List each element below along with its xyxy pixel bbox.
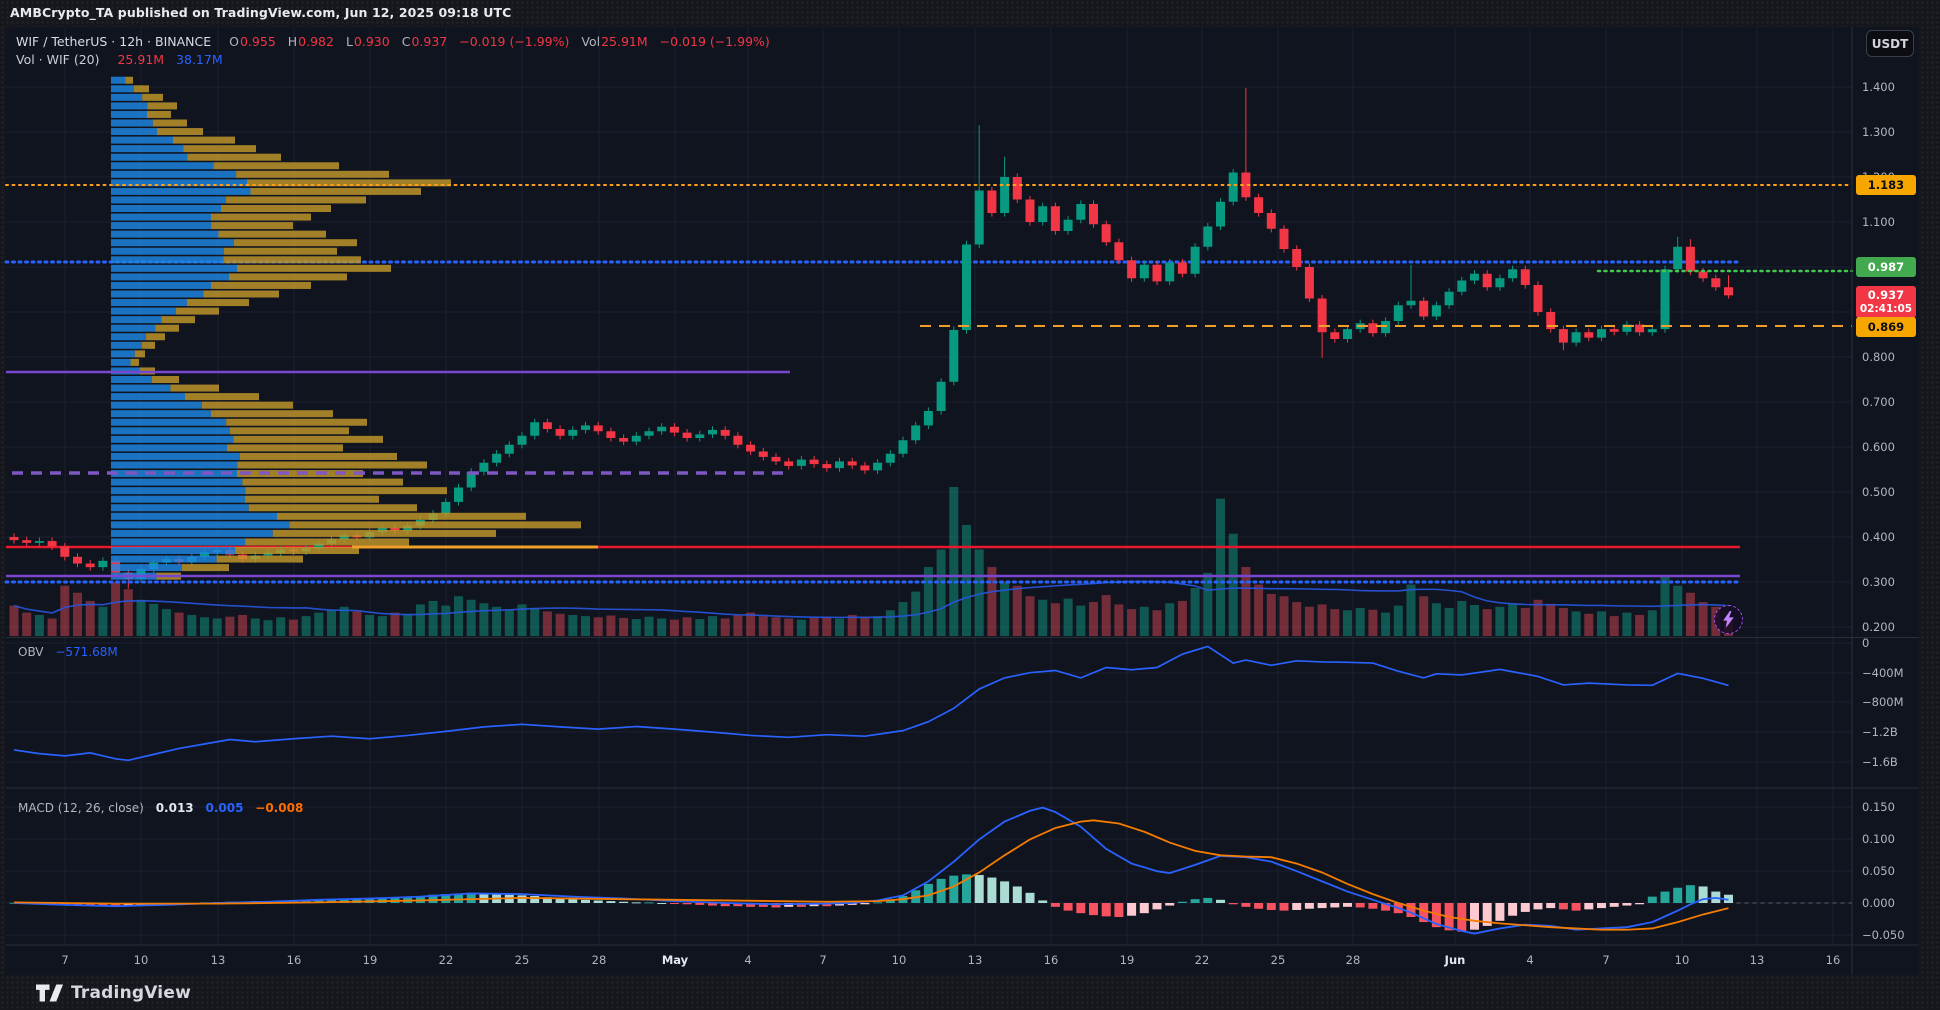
time-tick-label: 10 — [891, 953, 907, 967]
vol-current: 25.91M — [117, 52, 165, 67]
macd-signal-value: −0.008 — [255, 801, 304, 815]
tradingview-logo-text: TradingView — [71, 983, 191, 1003]
time-tick-label: 22 — [438, 953, 454, 967]
volume-value: 25.91M — [601, 34, 648, 49]
countdown-timer: 02:41:05 — [1859, 303, 1913, 315]
currency-toggle-button[interactable]: USDT — [1866, 30, 1914, 57]
vol-ma: 38.17M — [176, 52, 223, 67]
axis-tick-label: 0.000 — [1862, 896, 1895, 910]
time-tick-label: 28 — [591, 953, 607, 967]
axis-tick-label: −1.6B — [1862, 755, 1898, 769]
volume-indicator-legend[interactable]: Vol · WIF (20) 25.91M 38.17M — [16, 52, 223, 67]
time-tick-label: 16 — [286, 953, 302, 967]
symbol-title: WIF / TetherUS · 12h · BINANCE — [16, 34, 212, 49]
tradingview-mark-icon — [36, 984, 63, 1002]
high-value: 0.982 — [298, 34, 334, 49]
axis-tick-label: 0 — [1862, 636, 1870, 650]
close-value: 0.937 — [411, 34, 448, 49]
published-info: AMBCrypto_TA published on TradingView.co… — [10, 5, 512, 20]
obv-value: −571.68M — [55, 645, 118, 659]
close-label: C — [401, 34, 411, 49]
time-tick-label: 25 — [514, 953, 530, 967]
open-value: 0.955 — [239, 34, 276, 49]
symbol-legend[interactable]: WIF / TetherUS · 12h · BINANCE O0.955 H0… — [16, 34, 770, 49]
axis-tick-label: 1.100 — [1862, 215, 1895, 229]
price-level-badge: 0.937 02:41:05 — [1856, 286, 1916, 318]
axis-tick-label: 0.300 — [1862, 575, 1895, 589]
high-label: H — [287, 34, 298, 49]
axis-tick-label: 0.700 — [1862, 395, 1895, 409]
axis-tick-label: 0.150 — [1862, 800, 1895, 814]
macd-legend[interactable]: MACD (12, 26, close) 0.013 0.005 −0.008 — [18, 801, 303, 815]
axis-tick-label: 0.100 — [1862, 832, 1895, 846]
lightning-icon — [1723, 611, 1734, 628]
time-tick-label: 7 — [61, 953, 69, 967]
time-tick-label: 22 — [1194, 953, 1210, 967]
volume-label: Vol — [581, 34, 601, 49]
price-level-badge: 0.987 — [1856, 257, 1916, 277]
axis-tick-label: 1.300 — [1862, 125, 1895, 139]
obv-legend[interactable]: OBV −571.68M — [18, 645, 118, 659]
time-tick-label: 7 — [819, 953, 827, 967]
time-tick-label: 10 — [133, 953, 149, 967]
macd-label: MACD (12, 26, close) — [18, 801, 144, 815]
change-value: −0.019 (−1.99%) — [459, 34, 570, 49]
time-tick-label: 28 — [1345, 953, 1361, 967]
time-tick-label: 10 — [1674, 953, 1690, 967]
time-tick-label: 7 — [1602, 953, 1610, 967]
time-tick-label: 16 — [1825, 953, 1841, 967]
axis-tick-label: 0.200 — [1862, 620, 1895, 634]
time-tick-label: Jun — [1444, 953, 1466, 967]
axis-tick-label: 0.050 — [1862, 864, 1895, 878]
axis-tick-label: 0.600 — [1862, 440, 1895, 454]
axis-tick-label: −0.050 — [1862, 928, 1905, 942]
time-tick-label: 13 — [967, 953, 983, 967]
price-level-badge: 0.869 — [1856, 317, 1916, 337]
change-value-2: −0.019 (−1.99%) — [659, 34, 770, 49]
macd-line-value: 0.005 — [205, 801, 244, 815]
axis-tick-label: −1.2B — [1862, 725, 1898, 739]
axis-tick-label: 0.400 — [1862, 530, 1895, 544]
time-tick-label: 4 — [1526, 953, 1534, 967]
obv-label: OBV — [18, 645, 44, 659]
low-value: 0.930 — [353, 34, 390, 49]
quick-trade-lightning-button[interactable] — [1714, 605, 1743, 634]
time-tick-label: 4 — [744, 953, 752, 967]
time-tick-label: 25 — [1270, 953, 1286, 967]
time-tick-label: 13 — [210, 953, 226, 967]
time-tick-label: May — [661, 953, 689, 967]
open-label: O — [229, 34, 239, 49]
axis-tick-label: 1.400 — [1862, 80, 1895, 94]
axis-tick-label: −400M — [1862, 666, 1904, 680]
time-tick-label: 19 — [362, 953, 378, 967]
price-level-badge: 1.183 — [1856, 175, 1916, 195]
time-tick-label: 13 — [1749, 953, 1765, 967]
macd-hist-value: 0.013 — [155, 801, 194, 815]
axis-tick-label: 0.500 — [1862, 485, 1895, 499]
tradingview-logo[interactable]: TradingView — [36, 983, 191, 1003]
axis-tick-label: 0.800 — [1862, 350, 1895, 364]
low-label: L — [345, 34, 353, 49]
vol-indicator-title: Vol · WIF (20) — [16, 52, 100, 67]
time-tick-label: 16 — [1043, 953, 1059, 967]
time-tick-label: 19 — [1119, 953, 1135, 967]
axis-tick-label: −800M — [1862, 695, 1904, 709]
